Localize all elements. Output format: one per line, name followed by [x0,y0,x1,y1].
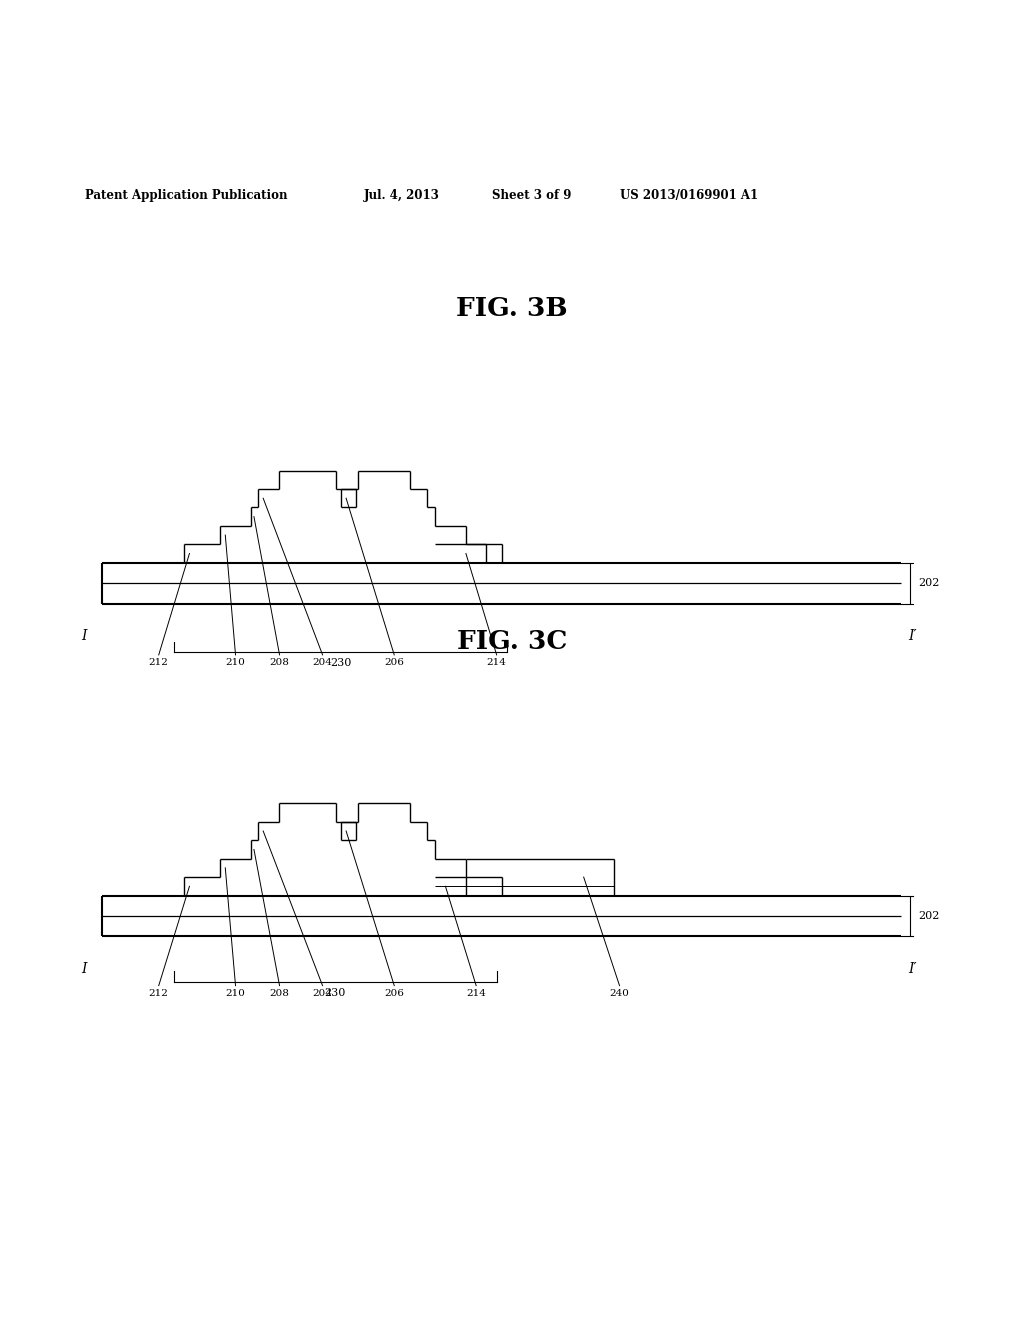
Text: 210: 210 [225,989,246,998]
Text: 208: 208 [269,989,290,998]
Text: I: I [82,630,87,643]
Text: 204: 204 [312,657,333,667]
Text: 240: 240 [609,989,630,998]
Text: 230: 230 [330,657,351,668]
Text: FIG. 3C: FIG. 3C [457,630,567,655]
Text: 202: 202 [919,578,940,589]
Text: 212: 212 [148,657,169,667]
Text: 210: 210 [225,657,246,667]
Text: I′: I′ [908,630,916,643]
Text: 206: 206 [384,657,404,667]
Text: 204: 204 [312,989,333,998]
Text: I′: I′ [908,962,916,975]
Text: 214: 214 [486,657,507,667]
Text: I: I [82,962,87,975]
Text: 208: 208 [269,657,290,667]
Text: 206: 206 [384,989,404,998]
Text: 214: 214 [466,989,486,998]
Text: Jul. 4, 2013: Jul. 4, 2013 [364,189,439,202]
Text: 202: 202 [919,911,940,921]
Text: 230: 230 [325,987,346,998]
Text: FIG. 3B: FIG. 3B [456,297,568,322]
Text: US 2013/0169901 A1: US 2013/0169901 A1 [620,189,758,202]
Text: Patent Application Publication: Patent Application Publication [85,189,288,202]
Text: 212: 212 [148,989,169,998]
Text: Sheet 3 of 9: Sheet 3 of 9 [492,189,571,202]
